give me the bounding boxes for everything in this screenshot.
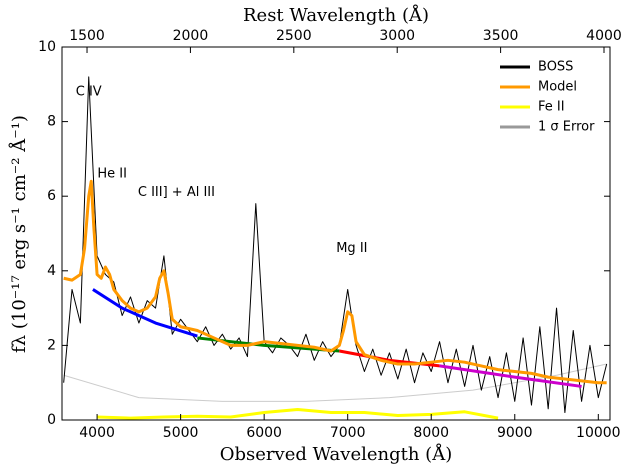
legend-label: BOSS	[538, 60, 573, 75]
x-tick-label: 5000	[163, 425, 199, 441]
y-tick-label: 6	[47, 188, 56, 204]
continuum-line	[439, 364, 582, 388]
x-tick-label: 9000	[497, 425, 533, 441]
legend-label: Fe II	[538, 100, 565, 115]
y-tick-label: 8	[47, 114, 56, 130]
y-tick-label: 0	[47, 412, 56, 428]
x2-axis-label: Rest Wavelength (Å)	[243, 4, 429, 26]
x2-tick-label: 3500	[483, 28, 519, 44]
x2-tick-label: 2500	[276, 28, 312, 44]
annotation: C III] + Al III	[138, 185, 215, 200]
legend-label: 1 σ Error	[538, 120, 595, 135]
error-line	[63, 363, 607, 402]
legend-label: Model	[538, 80, 577, 95]
x2-tick-label: 3000	[379, 28, 415, 44]
x-tick-label: 4000	[79, 425, 115, 441]
y-tick-label: 2	[47, 337, 56, 353]
annotation: Mg II	[336, 241, 367, 256]
annotation: C IV	[76, 84, 102, 99]
y-tick-label: 4	[47, 263, 56, 279]
x-tick-label: 6000	[246, 425, 282, 441]
x-axis-label: Observed Wavelength (Å)	[220, 443, 452, 465]
y-tick-label: 10	[38, 39, 56, 55]
x-tick-label: 10000	[576, 425, 621, 441]
x2-tick-label: 2000	[173, 28, 209, 44]
continuum-line	[92, 288, 198, 338]
x2-tick-label: 1500	[69, 28, 105, 44]
model-line	[63, 179, 607, 385]
plot-frame	[61, 46, 611, 421]
feii-line	[97, 408, 499, 420]
x2-tick-label: 4000	[586, 28, 622, 44]
annotation: He II	[97, 166, 127, 181]
y-axis-label: fλ (10⁻¹⁷ erg s⁻¹ cm⁻² Å⁻¹)	[8, 115, 30, 353]
x-tick-label: 7000	[330, 425, 366, 441]
x-tick-label: 8000	[413, 425, 449, 441]
